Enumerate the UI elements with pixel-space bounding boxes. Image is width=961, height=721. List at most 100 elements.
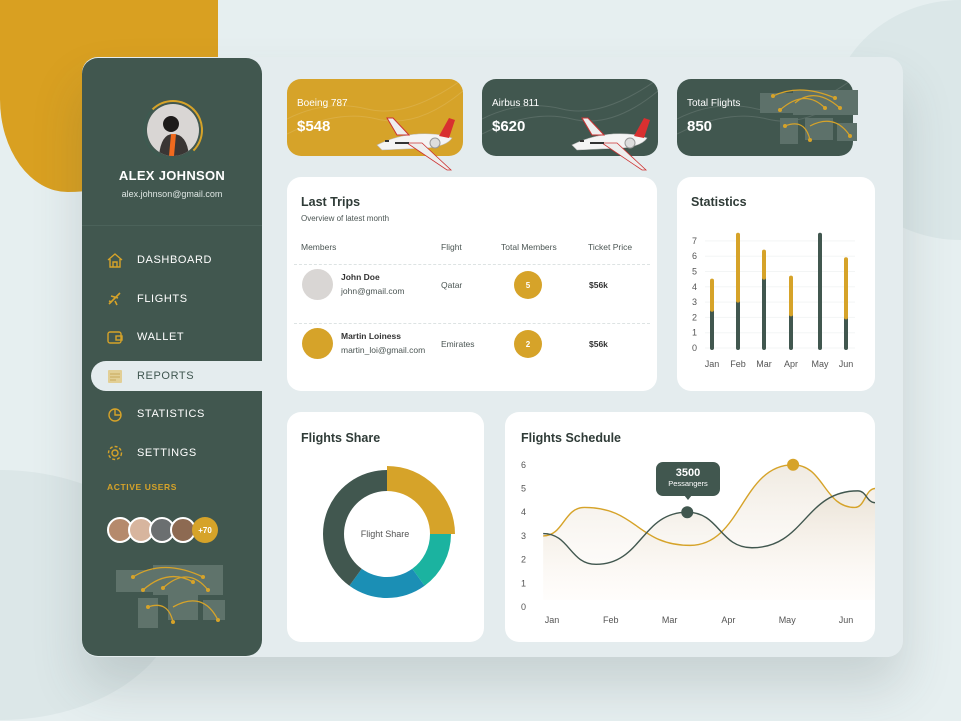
wallet-icon	[107, 331, 123, 344]
x-tick-label: Feb	[603, 615, 619, 625]
member-email: john@gmail.com	[341, 286, 405, 296]
member-name: Martin Loiness	[341, 331, 401, 341]
last-trips-title: Last Trips	[301, 195, 361, 209]
members-badge: 5	[514, 271, 542, 299]
donut-slice[interactable]	[323, 470, 387, 586]
ticket-price: $56k	[589, 339, 608, 349]
pie-chart-icon	[108, 408, 122, 422]
world-map-icon	[116, 565, 225, 628]
table-row[interactable]: Martin Loiness martin_loi@gmail.com Emir…	[294, 328, 650, 376]
y-tick-label: 7	[692, 236, 697, 246]
column-header: Total Members	[501, 242, 557, 252]
user-name: ALEX JOHNSON	[118, 168, 226, 183]
series-area	[543, 490, 875, 600]
y-tick-label: 6	[692, 251, 697, 261]
x-tick-label: May	[811, 359, 829, 369]
sidebar-item-label: FLIGHTS	[137, 293, 188, 305]
sidebar-item-wallet[interactable]: WALLET	[82, 322, 262, 352]
chart-tooltip: 3500 Pessangers	[656, 462, 720, 496]
plane-icon	[108, 292, 121, 306]
last-trips-subtitle: Overview of latest month	[301, 214, 390, 223]
airplane-icon	[571, 117, 650, 171]
x-tick-label: Feb	[730, 359, 746, 369]
sidebar-item-label: REPORTS	[137, 370, 195, 382]
x-tick-label: Jun	[839, 615, 854, 625]
x-tick-label: May	[779, 615, 797, 625]
flights-share-title: Flights Share	[301, 431, 381, 445]
x-tick-label: Apr	[784, 359, 798, 369]
summary-value: $620	[492, 118, 526, 135]
column-header: Members	[301, 242, 337, 252]
y-tick-label: 1	[692, 328, 697, 338]
y-tick-label: 0	[521, 602, 526, 612]
x-tick-label: Jan	[705, 359, 720, 369]
wave-pattern	[287, 79, 463, 135]
world-map-icon	[760, 89, 858, 144]
selected-point-marker[interactable]	[681, 506, 694, 519]
tooltip-value: 3500	[675, 467, 701, 479]
tooltip-arrow	[684, 495, 692, 500]
flight-name: Emirates	[441, 339, 475, 349]
divider	[294, 264, 650, 265]
statistics-title: Statistics	[691, 195, 747, 209]
wave-pattern	[482, 79, 658, 135]
active-users-label: ACTIVE USERS	[107, 482, 178, 492]
more-users-badge[interactable]: +70	[192, 517, 218, 543]
sidebar-item-statistics[interactable]: STATISTICS	[82, 399, 262, 429]
sidebar-item-settings[interactable]: SETTINGS	[82, 438, 262, 468]
donut-slice[interactable]	[412, 534, 451, 586]
divider	[294, 323, 650, 324]
series-line[interactable]	[543, 490, 875, 566]
summary-value: $548	[297, 118, 331, 135]
x-tick-label: Mar	[662, 615, 678, 625]
column-header: Ticket Price	[588, 242, 633, 252]
x-tick-label: Jun	[839, 359, 854, 369]
x-tick-label: Apr	[721, 615, 735, 625]
y-tick-label: 6	[521, 460, 526, 470]
gear-icon	[107, 445, 123, 461]
y-tick-label: 4	[692, 282, 697, 292]
peak-marker[interactable]	[787, 458, 800, 471]
sidebar-item-flights[interactable]: FLIGHTS	[82, 284, 262, 314]
donut-center-label: Flight Share	[360, 529, 410, 539]
x-tick-label: Jan	[545, 615, 560, 625]
y-tick-label: 2	[692, 312, 697, 322]
donut-slice[interactable]	[349, 568, 425, 598]
avatar[interactable]	[147, 104, 199, 156]
flights-share-donut	[323, 466, 455, 598]
summary-label: Airbus 811	[492, 98, 540, 109]
sidebar-item-label: SETTINGS	[137, 447, 197, 459]
summary-label: Boeing 787	[297, 98, 348, 109]
sidebar-item-reports[interactable]: REPORTS	[91, 361, 262, 391]
sidebar-item-label: STATISTICS	[137, 408, 205, 420]
tooltip-label: Pessangers	[668, 479, 708, 488]
member-avatar	[302, 328, 333, 359]
avatar-ring	[143, 100, 203, 160]
members-badge: 2	[514, 330, 542, 358]
divider	[82, 225, 262, 226]
statistics-bar-chart: 0 1 2 3 4 5 6 7 Jan Feb Mar Apr May Jun	[692, 232, 855, 369]
series-line[interactable]	[543, 464, 875, 547]
sidebar-item-dashboard[interactable]: DASHBOARD	[82, 245, 262, 275]
summary-label: Total Flights	[687, 98, 741, 109]
donut-slice[interactable]	[387, 466, 455, 534]
member-avatar	[302, 269, 333, 300]
y-tick-label: 3	[692, 297, 697, 307]
summary-value: 850	[687, 118, 713, 135]
reports-icon	[108, 370, 122, 383]
table-row[interactable]: John Doe john@gmail.com Qatar 5 $56k	[294, 269, 650, 317]
member-name: John Doe	[341, 272, 380, 282]
user-email: alex.johnson@gmail.com	[121, 189, 223, 199]
y-tick-label: 5	[521, 484, 526, 494]
ticket-price: $56k	[589, 280, 608, 290]
flights-schedule-title: Flights Schedule	[521, 431, 622, 445]
airplane-icon	[376, 117, 455, 171]
y-tick-label: 5	[692, 267, 697, 277]
flight-name: Qatar	[441, 280, 463, 290]
column-header: Flight	[441, 242, 462, 252]
y-tick-label: 3	[521, 531, 526, 541]
flights-schedule-line-chart: 0 1 2 3 4 5 6 Jan Feb Mar Apr May Jun	[521, 458, 875, 625]
sidebar-item-label: WALLET	[137, 331, 185, 343]
active-user-avatar[interactable]	[149, 517, 175, 543]
y-tick-label: 0	[692, 343, 697, 353]
